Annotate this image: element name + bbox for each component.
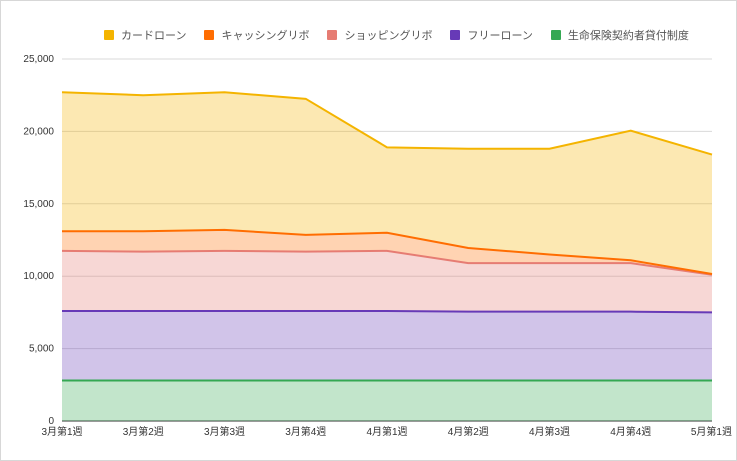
y-tick-label: 20,000 <box>23 126 54 137</box>
legend-label-free-loan: フリーローン <box>467 30 533 42</box>
legend-swatch-life-insurance-loan <box>550 30 561 40</box>
x-tick-label: 3月第2週 <box>123 425 164 438</box>
area-フリーローン <box>62 310 712 381</box>
legend-label-life-insurance-loan: 生命保険契約者貸付制度 <box>567 30 689 42</box>
x-tick-label: 4月第2週 <box>448 425 489 438</box>
line-キャッシングリボ <box>62 228 713 276</box>
legend-item-life-insurance-loan[interactable]: 生命保険契約者貸付制度 <box>550 27 689 43</box>
line-カードローン <box>61 91 713 156</box>
legend-swatch-shopping-revolving <box>327 30 338 40</box>
area-series <box>62 92 712 421</box>
legend-item-free-loan[interactable]: フリーローン <box>450 27 533 43</box>
legend-label-shopping-revolving: ショッピングリボ <box>344 30 433 42</box>
line-ショッピングリボ <box>61 249 713 276</box>
x-tick-label: 3月第1週 <box>41 425 82 438</box>
x-tick-label: 4月第4週 <box>610 425 651 438</box>
y-tick-label: 10,000 <box>23 271 54 282</box>
y-tick-label: 15,000 <box>23 199 54 210</box>
y-tick-label: 0 <box>48 416 54 427</box>
x-tick-label: 4月第3週 <box>529 425 570 438</box>
x-tick-label: 3月第4週 <box>285 425 326 438</box>
legend-swatch-free-loan <box>450 30 461 40</box>
legend-item-cashing-revolving[interactable]: キャッシングリボ <box>204 27 309 43</box>
area-ショッピングリボ <box>62 250 712 313</box>
legend-item-shopping-revolving[interactable]: ショッピングリボ <box>327 27 432 43</box>
legend-label-card-loan: カードローン <box>121 30 187 42</box>
line-フリーローン <box>62 309 713 314</box>
legend-swatch-card-loan <box>104 30 114 40</box>
series-lines <box>61 91 713 382</box>
legend-item-card-loan[interactable]: カードローン <box>104 27 186 43</box>
legend: カードローン キャッシングリボ ショッピングリボ フリーローン 生命保険契約者貸… <box>104 25 689 45</box>
y-tick-label: 25,000 <box>23 54 54 65</box>
gridlines <box>62 58 712 422</box>
x-tick-label: 5月第1週 <box>691 425 732 438</box>
y-tick-label: 5,000 <box>29 344 54 355</box>
x-tick-label: 4月第1週 <box>366 425 407 438</box>
area-キャッシングリボ <box>62 229 712 275</box>
x-tick-label: 3月第3週 <box>204 425 245 438</box>
area-カードローン <box>62 92 712 275</box>
legend-swatch-cashing-revolving <box>204 30 215 40</box>
area-生命保険契約者貸付制度 <box>62 380 712 421</box>
axes: 0 5,000 10,000 15,000 20,000 25,000 3月第1週 3月第2週… <box>23 54 732 438</box>
legend-label-cashing-revolving: キャッシングリボ <box>221 30 310 42</box>
